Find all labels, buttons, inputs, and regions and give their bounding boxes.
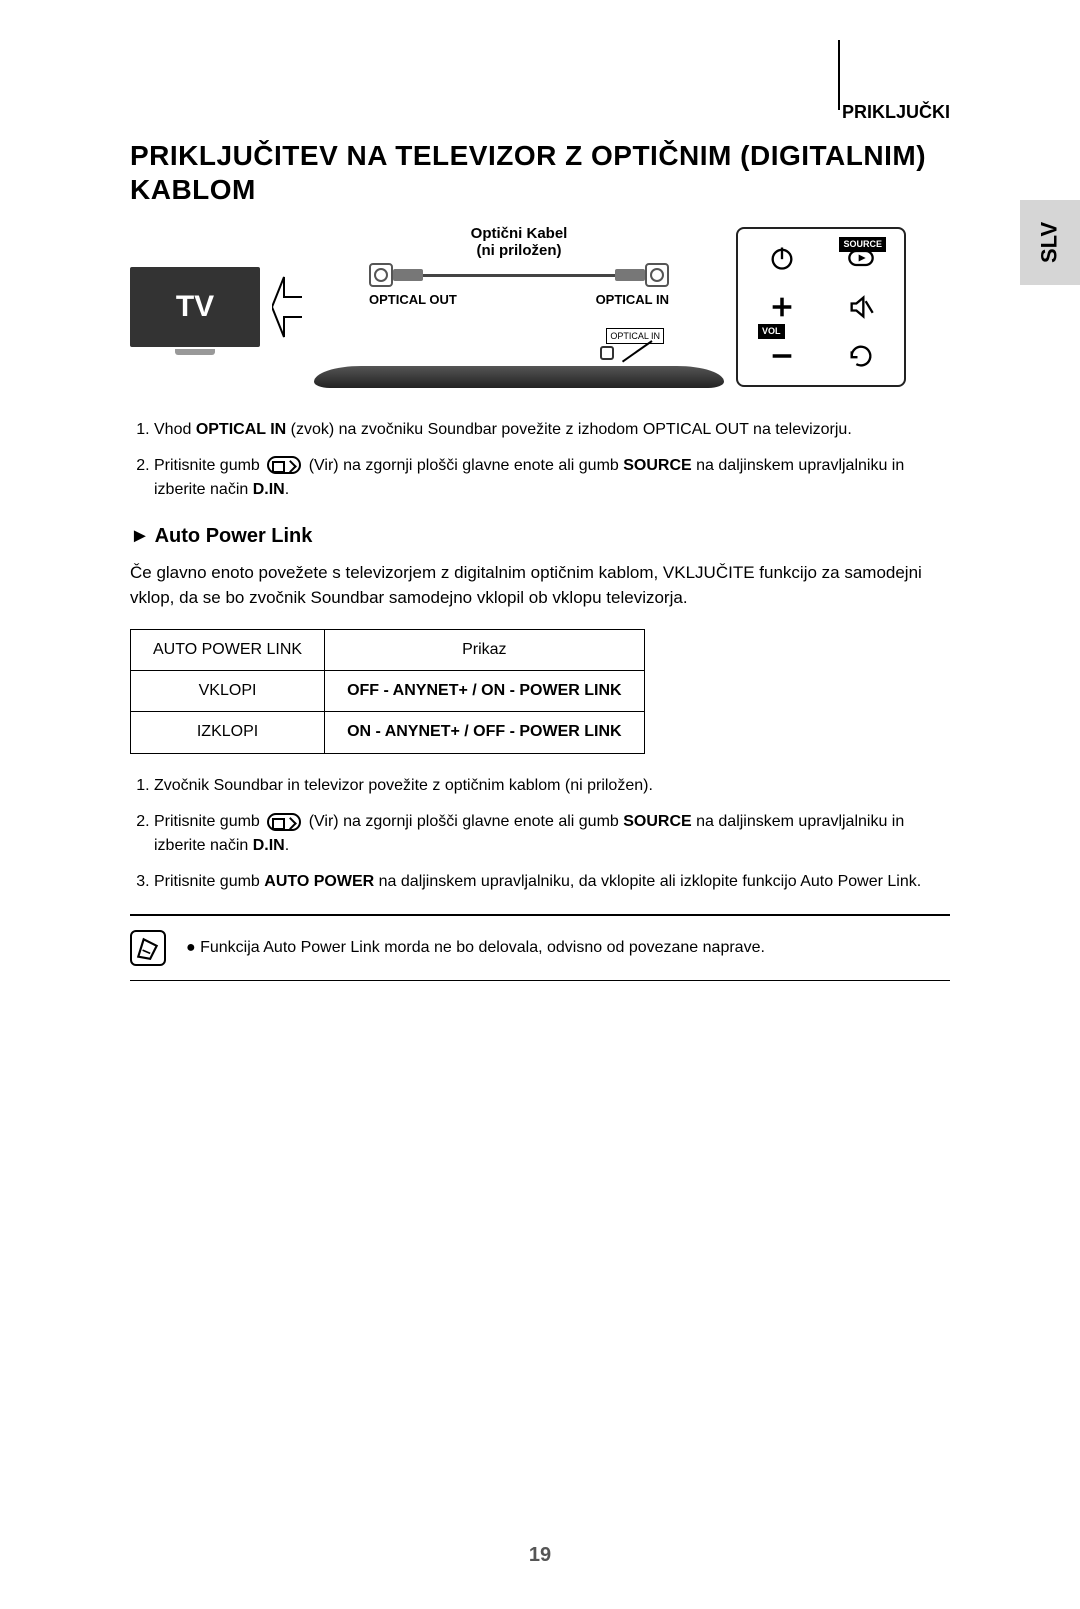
soundbar-port-label: OPTICAL IN — [606, 328, 664, 345]
cable-row: Optični Kabel (ni priložen) OPTICAL OUT … — [369, 226, 669, 309]
step2-2: Pritisnite gumb (Vir) na zgornji plošči … — [154, 810, 950, 858]
cable-label-2: (ni priložen) — [477, 242, 562, 259]
vol-down-icon — [765, 342, 799, 370]
page-number: 19 — [130, 1541, 950, 1569]
table-header-2: Prikaz — [325, 629, 645, 670]
soundbar-port-icon — [600, 346, 614, 360]
note-icon — [130, 930, 166, 966]
tv-stand — [175, 349, 215, 355]
step2-3: Pritisnite gumb AUTO POWER na daljinskem… — [154, 870, 950, 894]
table-r1c2: OFF - ANYNET+ / ON - POWER LINK — [325, 670, 645, 711]
step-1: Vhod OPTICAL IN (zvok) na zvočniku Sound… — [154, 418, 950, 442]
optical-out-label: OPTICAL OUT — [369, 291, 457, 309]
cable-label-1: Optični Kabel — [471, 225, 568, 242]
vol-up-icon — [765, 293, 799, 321]
auto-power-table: AUTO POWER LINK Prikaz VKLOPI OFF - ANYN… — [130, 629, 645, 754]
remote-vol-label: VOL — [758, 324, 785, 339]
connection-diagram: TV Optični Kabel (ni priložen) — [130, 226, 950, 387]
page-title: PRIKLJUČITEV NA TELEVIZOR Z OPTIČNIM (DI… — [130, 139, 950, 206]
step2-1: Zvočnik Soundbar in televizor povežite z… — [154, 774, 950, 798]
steps-list-1: Vhod OPTICAL IN (zvok) na zvočniku Sound… — [130, 418, 950, 502]
tv-label: TV — [176, 286, 214, 328]
optical-in-label: OPTICAL IN — [596, 291, 669, 309]
table-header-1: AUTO POWER LINK — [131, 629, 325, 670]
table-r1c1: VKLOPI — [131, 670, 325, 711]
note-text: Funkcija Auto Power Link morda ne bo del… — [200, 939, 765, 956]
arrow-icon — [272, 267, 302, 347]
remote-illustration: SOURCE VOL — [736, 227, 906, 387]
header-divider — [838, 40, 840, 110]
power-icon — [765, 244, 799, 272]
source-button-icon — [267, 456, 301, 474]
step-2: Pritisnite gumb (Vir) na zgornji plošči … — [154, 454, 950, 502]
note-block: ● Funkcija Auto Power Link morda ne bo d… — [130, 914, 950, 981]
source-button-icon — [267, 813, 301, 831]
auto-power-desc: Če glavno enoto povežete s televizorjem … — [130, 560, 950, 611]
optical-out-port-icon — [369, 263, 393, 287]
auto-power-heading: ► Auto Power Link — [130, 522, 950, 550]
table-r2c1: IZKLOPI — [131, 712, 325, 753]
table-r2c2: ON - ANYNET+ / OFF - POWER LINK — [325, 712, 645, 753]
steps-list-2: Zvočnik Soundbar in televizor povežite z… — [130, 774, 950, 894]
plug-right-icon — [615, 269, 645, 281]
cable-wire — [423, 274, 615, 277]
language-tab: SLV — [1020, 200, 1080, 285]
section-label: PRIKLJUČKI — [130, 100, 950, 125]
remote-source-label: SOURCE — [839, 237, 886, 252]
optical-in-port-icon — [645, 263, 669, 287]
tv-illustration: TV — [130, 267, 260, 347]
soundbar-illustration: OPTICAL IN — [314, 328, 724, 388]
mute-icon — [844, 293, 878, 321]
repeat-icon — [844, 342, 878, 370]
plug-left-icon — [393, 269, 423, 281]
